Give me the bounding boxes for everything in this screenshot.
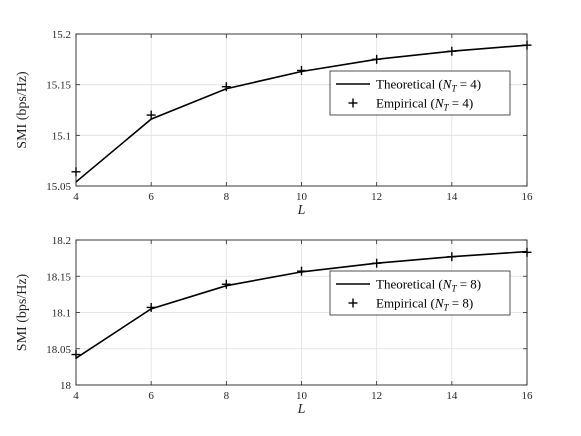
series-2: [71, 247, 532, 360]
data-point: [372, 54, 382, 64]
data-point: [522, 40, 532, 50]
x-tick-label: 8: [224, 191, 230, 203]
y-axis-label: SMI (bps/Hz): [15, 71, 30, 149]
legend: Theoretical (NT = 4) Empirical (NT = 4): [329, 70, 511, 116]
data-point: [146, 110, 156, 120]
x-tick-label: 6: [148, 390, 154, 402]
y-tick-label: 18.2: [52, 235, 71, 247]
legend-label: Empirical (NT = 4): [376, 96, 473, 113]
x-tick-label: 16: [522, 191, 534, 203]
x-tick-label: 10: [296, 191, 308, 203]
legend-entry-1: Theoretical (NT = 8): [336, 277, 481, 294]
legend-entry-2: Empirical (NT = 4): [348, 96, 473, 113]
data-point: [447, 252, 457, 262]
x-tick-label: 10: [296, 390, 308, 402]
y-tick-label: 18.05: [46, 344, 71, 356]
chart-panel-1: 4 6 8 10 12 14 16 15.05 15.1 15.15 15.2 L SMI (bps/H…: [15, 29, 533, 218]
legend-box: [329, 70, 511, 116]
data-point: [297, 266, 306, 276]
legend: Theoretical (NT = 8) Empirical (NT = 8): [329, 270, 511, 316]
chart-panel-2: 4 6 8 10 12 14 16 18 18.05 18.1 18.15 18.2 L SMI (bps…: [15, 235, 533, 417]
data-point: [146, 302, 156, 312]
y-tick-label: 15.15: [46, 80, 71, 92]
data-point: [297, 65, 306, 75]
data-point: [372, 258, 382, 268]
data-point: [71, 350, 81, 360]
data-point: [221, 82, 231, 92]
y-tick-label: 18.15: [46, 271, 71, 283]
data-point: [447, 46, 457, 56]
axes-box: [75, 239, 528, 386]
x-axis-label: L: [297, 203, 306, 218]
legend-label: Theoretical (NT = 8): [376, 277, 481, 294]
x-tick-label: 16: [522, 390, 534, 402]
legend-entry-2: Empirical (NT = 8): [348, 296, 473, 313]
axes-box: [75, 33, 528, 187]
x-tick-label: 6: [148, 191, 154, 203]
data-point: [71, 167, 81, 177]
y-tick-label: 18: [60, 380, 72, 392]
x-tick-label: 12: [371, 191, 382, 203]
series-2: [71, 40, 532, 177]
x-tick-label: 4: [73, 191, 79, 203]
x-axis-label: L: [297, 402, 306, 417]
data-point: [221, 279, 231, 289]
legend-box: [329, 270, 511, 316]
data-point: [522, 247, 532, 257]
legend-label: Theoretical (NT = 4): [376, 77, 481, 94]
x-tick-label: 14: [446, 191, 458, 203]
legend-entry-1: Theoretical (NT = 4): [336, 77, 481, 94]
x-tick-label: 14: [446, 390, 458, 402]
x-tick-label: 8: [224, 390, 230, 402]
y-tick-label: 15.1: [52, 130, 71, 142]
legend-label: Empirical (NT = 8): [376, 296, 473, 313]
x-tick-label: 4: [73, 390, 79, 402]
y-tick-label: 18.1: [52, 308, 71, 320]
y-axis-label: SMI (bps/Hz): [15, 273, 30, 351]
y-tick-label: 15.05: [46, 181, 71, 193]
y-tick-label: 15.2: [52, 29, 71, 41]
x-tick-label: 12: [371, 390, 382, 402]
